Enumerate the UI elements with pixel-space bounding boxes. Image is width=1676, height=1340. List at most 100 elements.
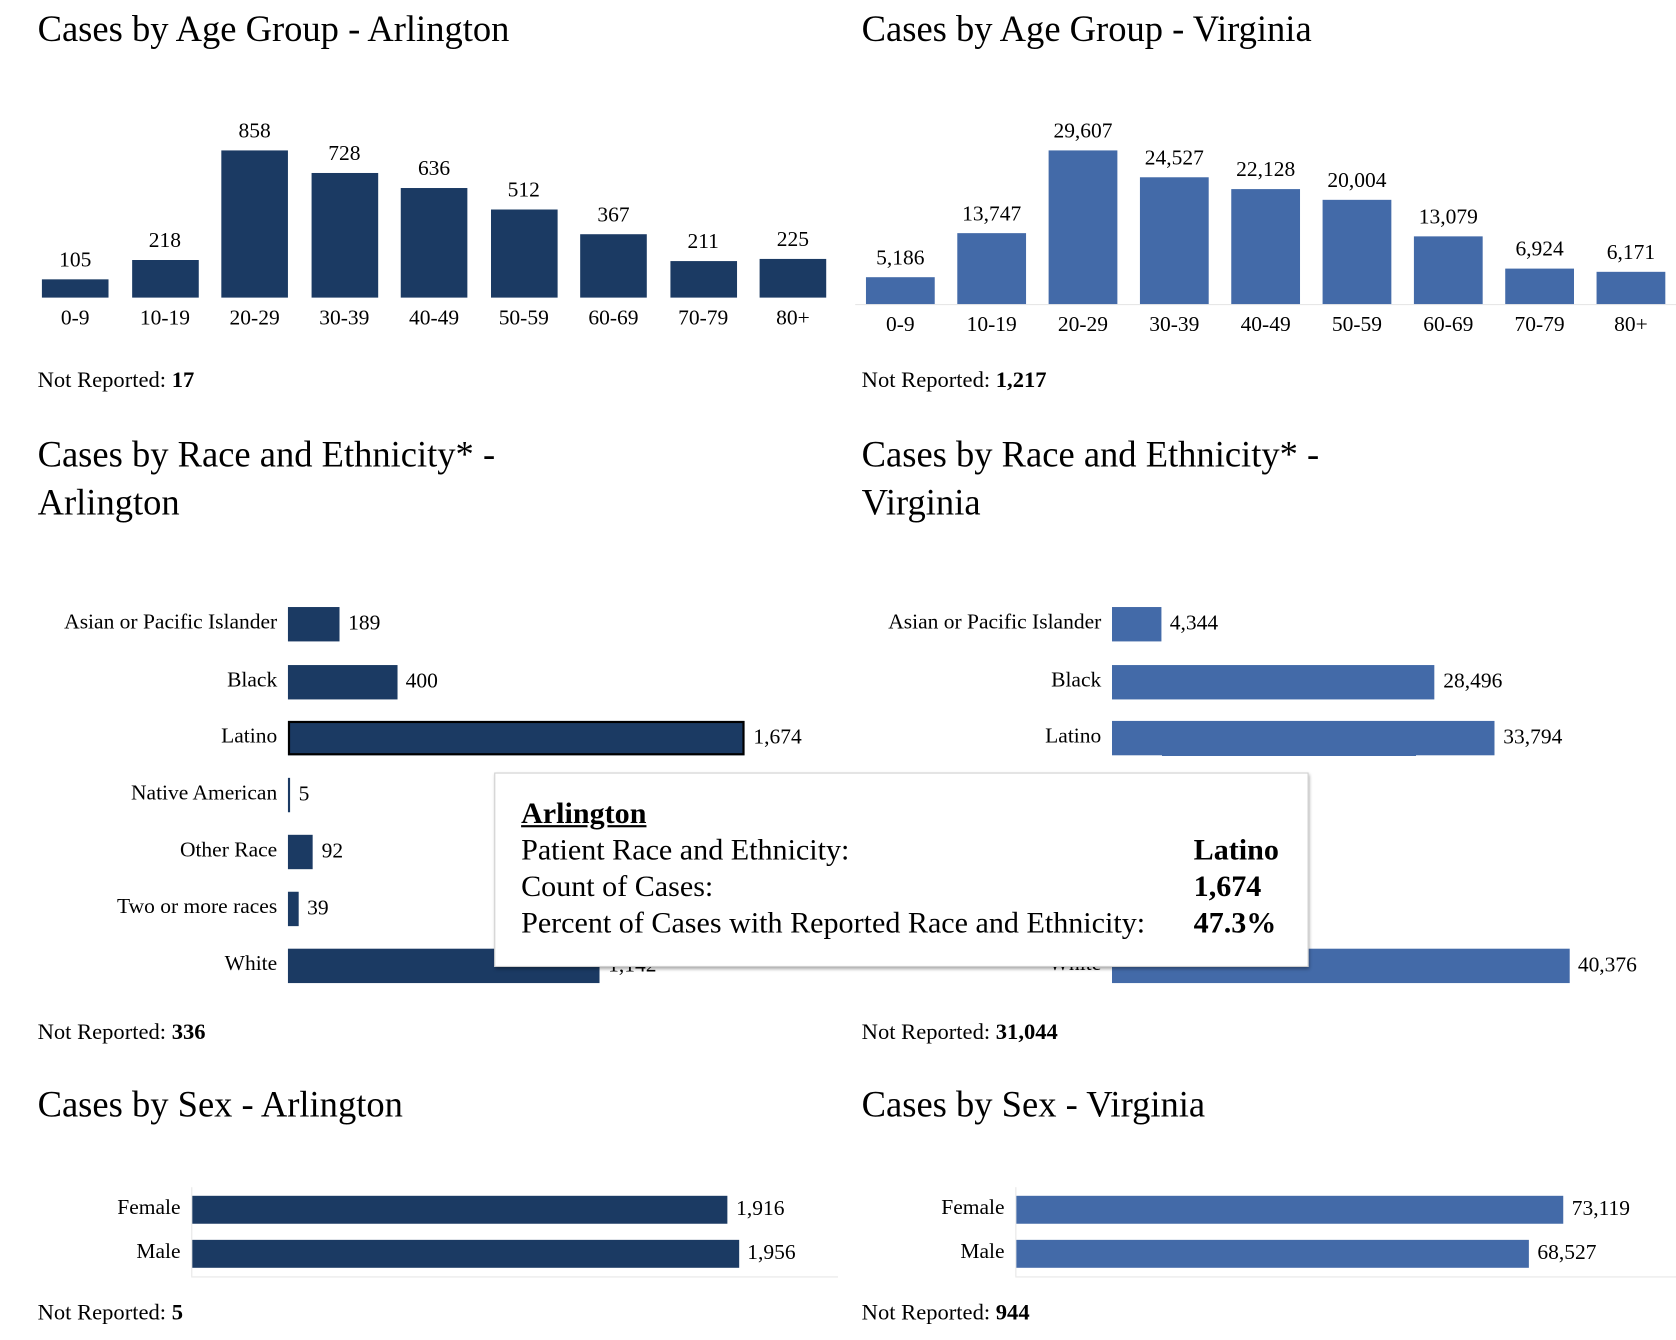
tick-label: 50-59 <box>498 306 549 330</box>
tick-label: 20-29 <box>229 306 280 330</box>
value-label: 13,747 <box>962 201 1022 226</box>
value-label: 40,376 <box>1577 952 1637 977</box>
value-label: 512 <box>507 178 540 203</box>
chart-title-race-arlington-line2: Arlington <box>37 483 180 524</box>
chart-title-race-arlington: Cases by Race and Ethnicity* - <box>37 435 496 475</box>
bar-sex-arlington[interactable] <box>192 1239 739 1268</box>
value-label: 1,674 <box>753 725 802 749</box>
value-label: 636 <box>417 157 451 181</box>
not-reported-race-virginia: Not Reported: 31,044 <box>862 1019 1058 1046</box>
value-label: 218 <box>148 229 182 253</box>
value-label: 28,496 <box>1443 669 1503 693</box>
bar-race-virginia[interactable] <box>1112 720 1495 756</box>
bar-age-arlington[interactable] <box>41 279 109 298</box>
value-label: 211 <box>687 230 719 254</box>
value-label: 4,344 <box>1169 611 1219 635</box>
bar-age-virginia[interactable] <box>1596 272 1666 305</box>
tick-label: 20-29 <box>1057 312 1109 337</box>
value-label: 189 <box>348 611 381 635</box>
bar-age-arlington[interactable] <box>490 209 558 298</box>
value-label: 39 <box>307 896 329 920</box>
bar-age-virginia[interactable] <box>1048 150 1118 305</box>
bar-race-arlington[interactable] <box>287 665 398 700</box>
bar-age-virginia[interactable] <box>1139 176 1209 305</box>
tick-label: 10-19 <box>966 312 1017 337</box>
not-reported-race-arlington: Not Reported: 336 <box>38 1019 206 1046</box>
bar-sex-virginia[interactable] <box>1016 1239 1529 1268</box>
axis-line <box>855 304 1676 306</box>
bar-race-arlington[interactable] <box>287 720 745 756</box>
chart-title-age-virginia: Cases by Age Group - Virginia <box>861 9 1312 50</box>
value-label: 728 <box>328 141 361 166</box>
category-label: Asian or Pacific Islander <box>888 610 1102 634</box>
tooltip-label-count: Count of Cases: <box>521 870 714 904</box>
category-label: Native American <box>131 781 278 805</box>
tick-label: 60-69 <box>1423 312 1474 337</box>
not-reported-label: Not Reported: <box>861 366 991 393</box>
value-label: 33,794 <box>1503 725 1563 749</box>
value-label: 92 <box>321 839 344 863</box>
axis-line <box>1015 1276 1676 1278</box>
value-label: 225 <box>776 227 810 252</box>
tick-label: 0-9 <box>886 312 915 337</box>
bar-sex-arlington[interactable] <box>192 1195 728 1224</box>
axis-line <box>1015 1187 1017 1277</box>
tick-label: 80+ <box>776 306 810 330</box>
value-label: 367 <box>597 203 630 228</box>
chart-title-sex-virginia: Cases by Sex - Virginia <box>861 1085 1206 1125</box>
bar-race-virginia[interactable] <box>1112 665 1435 700</box>
value-label: 20,004 <box>1327 169 1387 193</box>
bar-age-virginia[interactable] <box>957 232 1027 305</box>
bar-race-virginia[interactable] <box>1112 607 1162 642</box>
bar-age-arlington[interactable] <box>580 234 647 298</box>
value-label: 400 <box>405 669 438 693</box>
tooltip-label-percent: Percent of Cases with Reported Race and … <box>521 906 1146 941</box>
not-reported-label: Not Reported: <box>37 1018 167 1045</box>
tick-label: 40-49 <box>408 306 460 330</box>
not-reported-label: Not Reported: <box>861 1298 991 1325</box>
category-label: Black <box>227 668 278 692</box>
bar-age-arlington[interactable] <box>131 260 199 298</box>
not-reported-sex-arlington: Not Reported: 5 <box>38 1299 183 1326</box>
value-label: 22,128 <box>1236 158 1296 182</box>
value-label: 29,607 <box>1053 119 1113 143</box>
value-label: 5,186 <box>876 245 925 270</box>
category-label: White <box>224 951 278 976</box>
bar-age-arlington[interactable] <box>759 258 827 298</box>
value-label: 68,527 <box>1537 1240 1597 1265</box>
chart-title-age-arlington: Cases by Age Group - Arlington <box>37 9 510 50</box>
bar-age-arlington[interactable] <box>221 150 288 298</box>
bar-age-virginia[interactable] <box>1231 189 1301 305</box>
tooltip-value-percent: 47.3% <box>1193 906 1277 941</box>
bar-age-arlington[interactable] <box>311 172 378 298</box>
category-label: Latino <box>221 724 278 748</box>
tick-label: 30-39 <box>1149 312 1200 337</box>
bar-race-arlington[interactable] <box>287 777 291 813</box>
value-label: 24,527 <box>1144 145 1204 170</box>
not-reported-value: 1,217 <box>995 366 1047 393</box>
value-label: 6,924 <box>1515 236 1564 261</box>
tick-label: 50-59 <box>1331 312 1383 337</box>
category-label: Latino <box>1045 724 1102 748</box>
not-reported-value: 944 <box>995 1298 1030 1325</box>
tick-label: 10-19 <box>139 306 190 330</box>
chart-title-race-virginia: Cases by Race and Ethnicity* - <box>861 435 1320 475</box>
bar-age-virginia[interactable] <box>865 277 935 305</box>
tick-label: 70-79 <box>1514 312 1565 337</box>
bar-sex-virginia[interactable] <box>1016 1195 1564 1224</box>
bar-age-arlington[interactable] <box>669 261 737 298</box>
value-label: 105 <box>59 248 92 273</box>
not-reported-sex-virginia: Not Reported: 944 <box>862 1299 1030 1326</box>
bar-age-arlington[interactable] <box>400 188 468 298</box>
not-reported-label: Not Reported: <box>37 1298 167 1325</box>
category-label: Female <box>117 1195 181 1220</box>
category-label: Two or more races <box>117 894 278 919</box>
category-label: Asian or Pacific Islander <box>64 610 278 634</box>
bar-race-arlington[interactable] <box>287 891 299 927</box>
bar-race-arlington[interactable] <box>287 834 314 870</box>
bar-age-virginia[interactable] <box>1413 236 1483 305</box>
bar-race-arlington[interactable] <box>287 607 340 642</box>
bar-age-virginia[interactable] <box>1505 268 1574 305</box>
bar-age-virginia[interactable] <box>1322 200 1392 305</box>
